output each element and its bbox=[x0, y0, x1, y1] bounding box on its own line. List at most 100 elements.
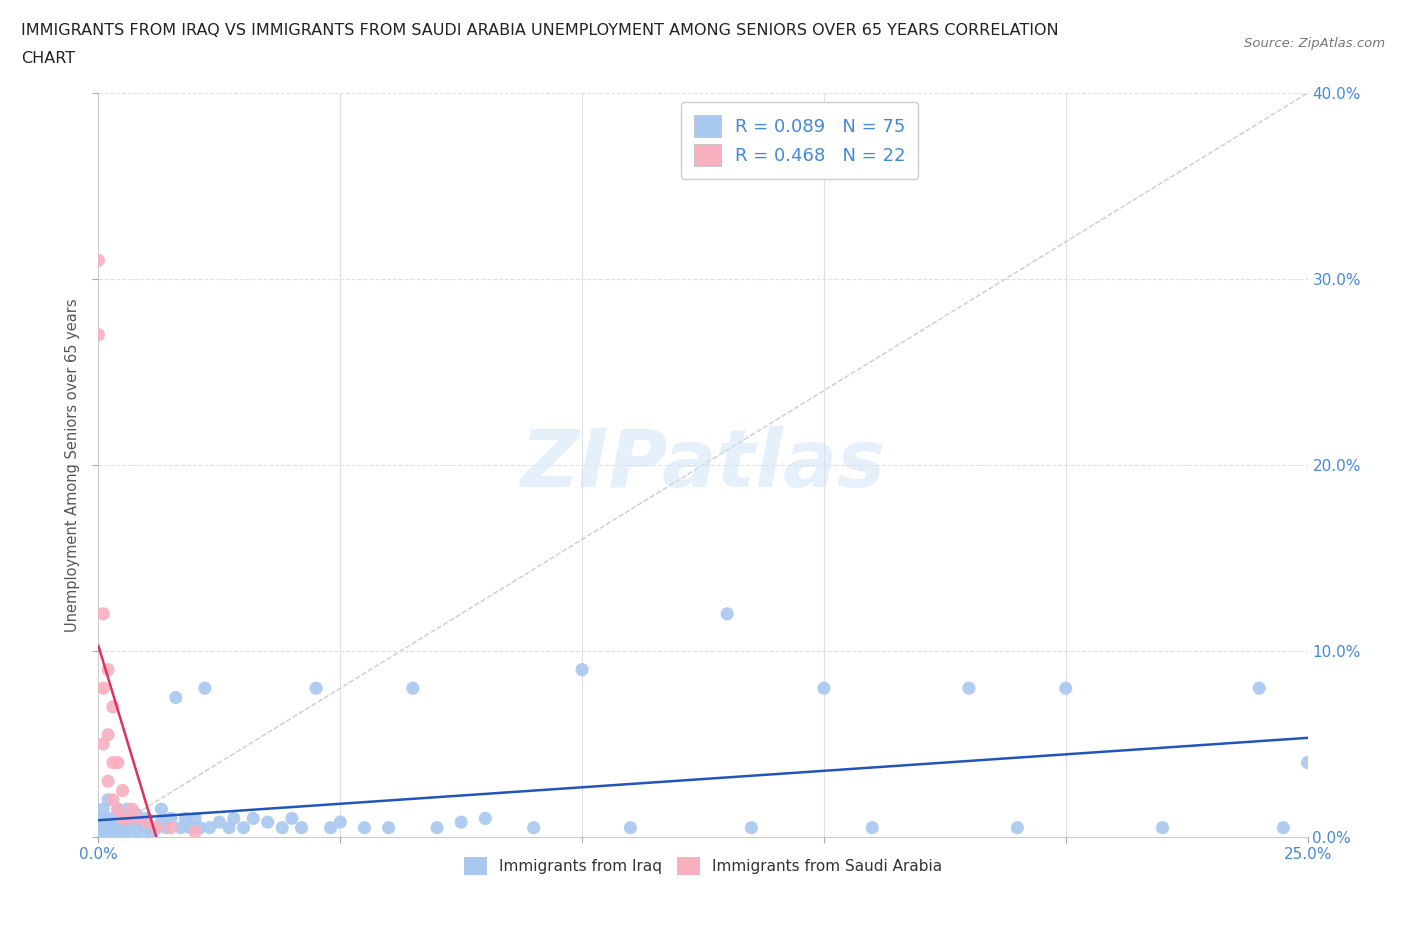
Point bbox=[377, 820, 399, 835]
Point bbox=[121, 802, 143, 817]
Point bbox=[1249, 681, 1271, 696]
Point bbox=[91, 820, 114, 835]
Point bbox=[290, 820, 312, 835]
Point bbox=[101, 811, 124, 826]
Point bbox=[218, 820, 240, 835]
Point bbox=[87, 830, 110, 844]
Point bbox=[188, 820, 211, 835]
Point bbox=[523, 820, 546, 835]
Point bbox=[101, 755, 124, 770]
Point bbox=[184, 824, 207, 839]
Point bbox=[135, 815, 157, 830]
Point bbox=[107, 802, 129, 817]
Point bbox=[111, 783, 134, 798]
Point bbox=[131, 815, 153, 830]
Point bbox=[402, 681, 425, 696]
Point bbox=[87, 327, 110, 342]
Point bbox=[145, 820, 167, 835]
Point bbox=[97, 830, 120, 844]
Text: IMMIGRANTS FROM IRAQ VS IMMIGRANTS FROM SAUDI ARABIA UNEMPLOYMENT AMONG SENIORS : IMMIGRANTS FROM IRAQ VS IMMIGRANTS FROM … bbox=[21, 23, 1059, 38]
Legend: Immigrants from Iraq, Immigrants from Saudi Arabia: Immigrants from Iraq, Immigrants from Sa… bbox=[457, 851, 949, 882]
Point bbox=[222, 811, 245, 826]
Point bbox=[111, 811, 134, 826]
Point bbox=[319, 820, 342, 835]
Point bbox=[91, 830, 114, 844]
Text: ZIPatlas: ZIPatlas bbox=[520, 426, 886, 504]
Point bbox=[97, 727, 120, 742]
Point bbox=[107, 802, 129, 817]
Point bbox=[256, 815, 278, 830]
Point bbox=[87, 253, 110, 268]
Point bbox=[131, 830, 153, 844]
Point bbox=[91, 802, 114, 817]
Point bbox=[619, 820, 641, 835]
Point bbox=[121, 815, 143, 830]
Point bbox=[117, 811, 139, 826]
Point bbox=[179, 820, 201, 835]
Point bbox=[305, 681, 328, 696]
Point bbox=[127, 820, 149, 835]
Point bbox=[135, 811, 157, 826]
Point bbox=[353, 820, 375, 835]
Point bbox=[198, 820, 221, 835]
Point bbox=[117, 802, 139, 817]
Point bbox=[101, 820, 124, 835]
Point bbox=[127, 811, 149, 826]
Point bbox=[91, 681, 114, 696]
Point bbox=[1296, 755, 1319, 770]
Point bbox=[97, 662, 120, 677]
Point bbox=[91, 815, 114, 830]
Point bbox=[957, 681, 980, 696]
Point bbox=[150, 815, 173, 830]
Point bbox=[101, 830, 124, 844]
Point bbox=[145, 820, 167, 835]
Point bbox=[329, 815, 352, 830]
Point bbox=[97, 811, 120, 826]
Point bbox=[1007, 820, 1029, 835]
Point bbox=[174, 811, 197, 826]
Point bbox=[97, 774, 120, 789]
Point bbox=[127, 807, 149, 822]
Point bbox=[271, 820, 294, 835]
Point bbox=[1054, 681, 1077, 696]
Point bbox=[91, 606, 114, 621]
Point bbox=[117, 820, 139, 835]
Point bbox=[111, 820, 134, 835]
Point bbox=[150, 802, 173, 817]
Point bbox=[97, 820, 120, 835]
Point bbox=[141, 824, 163, 839]
Point bbox=[101, 792, 124, 807]
Point bbox=[165, 690, 187, 705]
Point bbox=[107, 755, 129, 770]
Point bbox=[716, 606, 738, 621]
Point bbox=[111, 811, 134, 826]
Point bbox=[87, 811, 110, 826]
Point bbox=[1272, 820, 1295, 835]
Point bbox=[91, 737, 114, 751]
Point bbox=[111, 830, 134, 844]
Point bbox=[107, 820, 129, 835]
Point bbox=[474, 811, 496, 826]
Point bbox=[121, 830, 143, 844]
Point bbox=[169, 820, 191, 835]
Point bbox=[426, 820, 449, 835]
Point bbox=[740, 820, 762, 835]
Text: CHART: CHART bbox=[21, 51, 75, 66]
Y-axis label: Unemployment Among Seniors over 65 years: Unemployment Among Seniors over 65 years bbox=[65, 299, 80, 631]
Point bbox=[194, 681, 217, 696]
Text: Source: ZipAtlas.com: Source: ZipAtlas.com bbox=[1244, 37, 1385, 50]
Point bbox=[571, 662, 593, 677]
Point bbox=[1152, 820, 1174, 835]
Point bbox=[135, 820, 157, 835]
Point bbox=[860, 820, 883, 835]
Point bbox=[160, 811, 183, 826]
Point bbox=[242, 811, 264, 826]
Point bbox=[160, 820, 183, 835]
Point bbox=[97, 792, 120, 807]
Point bbox=[155, 820, 177, 835]
Point bbox=[208, 815, 231, 830]
Point bbox=[232, 820, 254, 835]
Point bbox=[281, 811, 304, 826]
Point bbox=[450, 815, 472, 830]
Point bbox=[101, 699, 124, 714]
